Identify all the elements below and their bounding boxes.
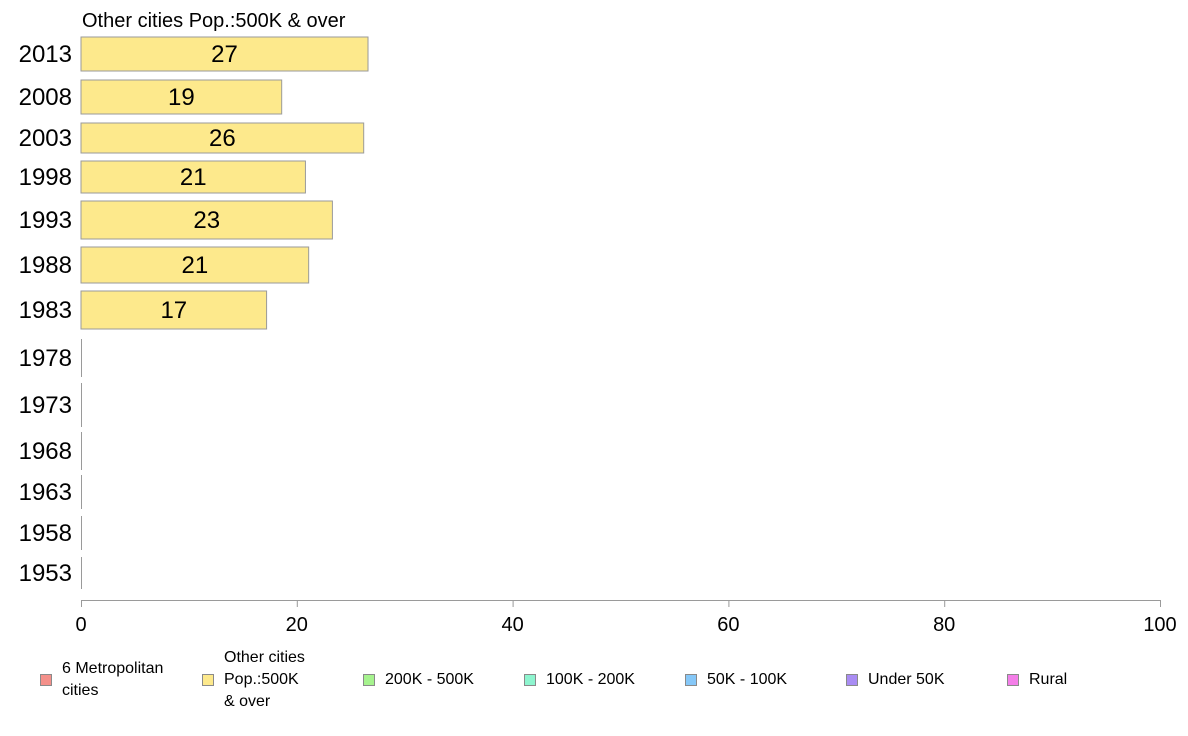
data-label-2013: 27 — [211, 41, 238, 68]
legend-swatch — [363, 674, 375, 686]
bar-2003 — [80, 122, 365, 154]
bar-1998 — [80, 160, 306, 194]
y-tick-label-1988: 1988 — [19, 252, 72, 279]
legend-item-1: 6 Metropolitan cities — [40, 648, 163, 712]
legend-label: 100K - 200K — [546, 671, 635, 688]
data-label-1998: 21 — [180, 164, 207, 191]
chart: Other cities Pop.:500K & over 2719262123… — [19, 10, 1177, 636]
legend-swatch — [524, 674, 536, 686]
legend-item-4: 100K - 200K — [524, 648, 635, 712]
data-label-2008: 19 — [168, 84, 195, 111]
y-tick-label-1953: 1953 — [19, 560, 72, 587]
bar-1993 — [80, 200, 333, 240]
legend: 6 Metropolitan cities Other cities Pop.:5… — [0, 648, 1188, 718]
y-axis-labels: 2013 2008 2003 1998 1993 1988 1983 1978 1973 1968… — [19, 41, 72, 587]
y-tick-label-1963: 1963 — [19, 479, 72, 506]
legend-label: 50K - 100K — [707, 671, 788, 688]
x-tick-label-20: 20 — [286, 614, 308, 636]
bar-2013 — [80, 36, 369, 72]
y-tick-label-2013: 2013 — [19, 41, 72, 68]
y-tick-label-1973: 1973 — [19, 392, 72, 419]
x-tick-label-40: 40 — [501, 614, 523, 636]
data-label-1988: 21 — [181, 252, 208, 279]
legend-swatch — [846, 674, 858, 686]
bar-1988 — [80, 246, 310, 284]
legend-item-7: Rural — [1007, 648, 1067, 712]
data-label-1993: 23 — [193, 207, 220, 234]
legend-swatch — [40, 674, 52, 686]
legend-swatch — [202, 674, 214, 686]
bar-1983 — [80, 290, 268, 330]
legend-label: Other cities Pop.:500K & over — [224, 649, 305, 710]
data-label-1983: 17 — [160, 297, 187, 324]
y-tick-label-1968: 1968 — [19, 438, 72, 465]
y-tick-label-2008: 2008 — [19, 84, 72, 111]
x-tick-label-60: 60 — [717, 614, 739, 636]
legend-item-2: Other cities Pop.:500K & over — [202, 648, 305, 712]
legend-label: 200K - 500K — [385, 671, 474, 688]
legend-swatch — [1007, 674, 1019, 686]
y-tick-label-1983: 1983 — [19, 297, 72, 324]
x-axis: 0 20 40 60 80 100 — [75, 600, 1177, 636]
legend-item-6: Under 50K — [846, 648, 945, 712]
x-tick-label-80: 80 — [933, 614, 955, 636]
chart-title: Other cities Pop.:500K & over — [82, 10, 346, 32]
legend-item-5: 50K - 100K — [685, 648, 787, 712]
x-tick-label-100: 100 — [1143, 614, 1176, 636]
y-tick-label-1978: 1978 — [19, 345, 72, 372]
legend-swatch — [685, 674, 697, 686]
bar-2008 — [80, 79, 283, 115]
legend-label: Under 50K — [868, 671, 945, 688]
x-tick-label-0: 0 — [75, 614, 86, 636]
data-label-2003: 26 — [209, 125, 236, 152]
legend-label: Rural — [1029, 671, 1068, 688]
legend-label: 6 Metropolitan cities — [62, 660, 164, 699]
y-tick-label-2003: 2003 — [19, 125, 72, 152]
y-tick-label-1998: 1998 — [19, 164, 72, 191]
y-tick-label-1958: 1958 — [19, 520, 72, 547]
y-tick-label-1993: 1993 — [19, 207, 72, 234]
legend-item-3: 200K - 500K — [363, 648, 474, 712]
